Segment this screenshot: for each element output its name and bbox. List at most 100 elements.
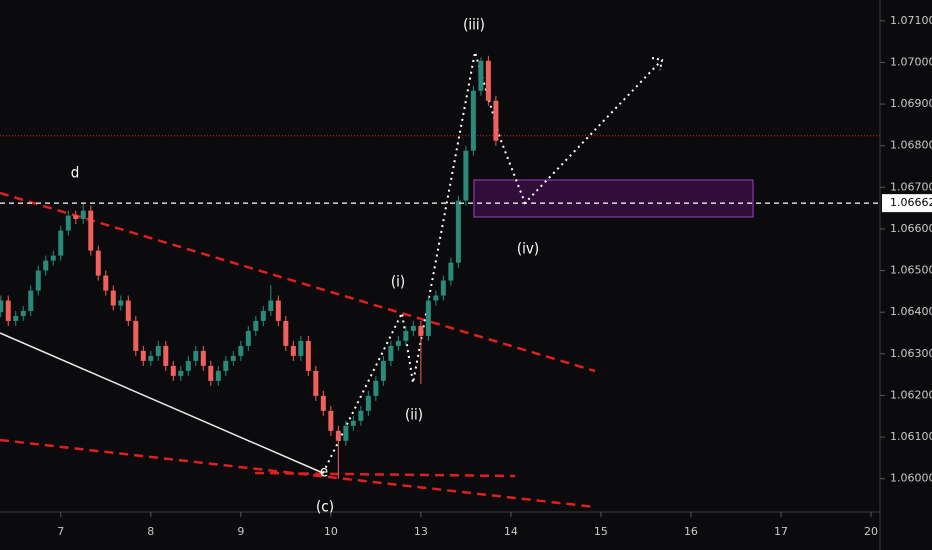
candle-body [28,290,34,311]
candle-body [328,410,334,431]
candle-body [305,340,311,371]
candle-body [230,355,236,361]
candle-body [365,395,371,411]
candle-body [238,345,244,356]
candle-body [313,370,319,396]
candle-body [343,425,349,441]
candle-body [80,210,86,219]
candle-body [478,60,484,91]
candle-body [493,100,499,141]
candle-body [35,270,41,291]
x-tick-label: 8 [147,525,154,538]
candle-body [275,300,281,321]
candle-body [425,300,431,336]
candle-body [433,295,439,301]
candle-body [215,370,221,381]
trendline [254,471,516,478]
annotation: (c) [316,498,334,516]
candle-body [43,260,49,271]
candle-body [148,355,154,361]
trendline [0,438,596,509]
candle-body [20,310,26,316]
candle-body [320,395,326,411]
trendline [0,191,596,373]
y-tick-label: 1.06600 [890,222,932,235]
candle-body [73,215,79,219]
candle-body [268,300,274,311]
candle-body [208,365,214,381]
candle-body [418,325,424,336]
candle-body [245,330,251,346]
candle-body [485,60,491,101]
y-tick-label: 1.06900 [890,97,932,110]
trendline [0,332,324,474]
candle-body [5,300,11,321]
candle-body [13,315,19,321]
x-tick-label: 16 [684,525,698,538]
x-tick-label: 10 [324,525,338,538]
x-tick-label: 9 [237,525,244,538]
candle-body [388,345,394,361]
candle-body [140,350,146,361]
annotation: (iv) [517,240,539,258]
annotation: (ii) [405,406,423,424]
y-tick-label: 1.06400 [890,305,932,318]
candle-body [410,325,416,331]
last-price-badge [882,194,932,213]
candle-body [350,420,356,426]
y-tick-label: 1.06100 [890,430,932,443]
candle-body [373,380,379,396]
candle-body [163,345,169,366]
y-tick-label: 1.06300 [890,347,932,360]
candle-body [448,262,454,281]
candle-body [470,90,476,151]
x-tick-label: 20 [864,525,878,538]
candle-body [65,215,71,231]
y-tick-label: 1.06800 [890,139,932,152]
candle-body [50,255,56,261]
candle-body [200,350,206,366]
annotation: d [71,164,80,182]
y-tick-label: 1.07100 [890,14,932,27]
arrow-head [651,57,664,71]
annotation: (i) [391,273,405,291]
candle-body [133,320,139,351]
x-tick-label: 14 [504,525,518,538]
candle-body [0,300,4,313]
y-tick-label: 1.06000 [890,472,932,485]
candle-body [380,360,386,381]
last-price-label: 1.06662 [890,196,932,209]
candle-body [440,280,446,296]
candle-body [58,230,64,256]
candle-body [118,300,124,306]
candle-body [88,210,94,251]
candle-body [298,340,304,356]
candle-body [290,345,296,356]
candle-body [103,275,109,291]
candle-body [463,150,469,201]
candle-body [170,365,176,376]
x-tick-label: 17 [774,525,788,538]
candle-body [110,290,116,306]
target-zone [473,179,754,218]
candle-body [193,350,199,361]
x-tick-label: 7 [57,525,64,538]
y-tick-label: 1.06500 [890,264,932,277]
candle-body [178,370,184,376]
candle-body [223,360,229,371]
candle-body [358,410,364,421]
candle-body [395,340,401,346]
x-tick-label: 13 [414,525,428,538]
y-tick-label: 1.07000 [890,55,932,68]
y-tick-label: 1.06700 [890,180,932,193]
candle-body [185,360,191,371]
candle-body [125,300,131,321]
candle-body [260,310,266,321]
candle-body [95,250,101,276]
annotation: e [320,463,328,481]
x-tick-label: 15 [594,525,608,538]
candle-body [403,330,409,341]
annotation: (iii) [463,16,485,34]
